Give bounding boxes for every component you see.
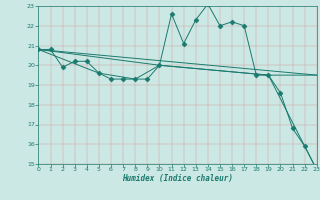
X-axis label: Humidex (Indice chaleur): Humidex (Indice chaleur) (122, 174, 233, 183)
